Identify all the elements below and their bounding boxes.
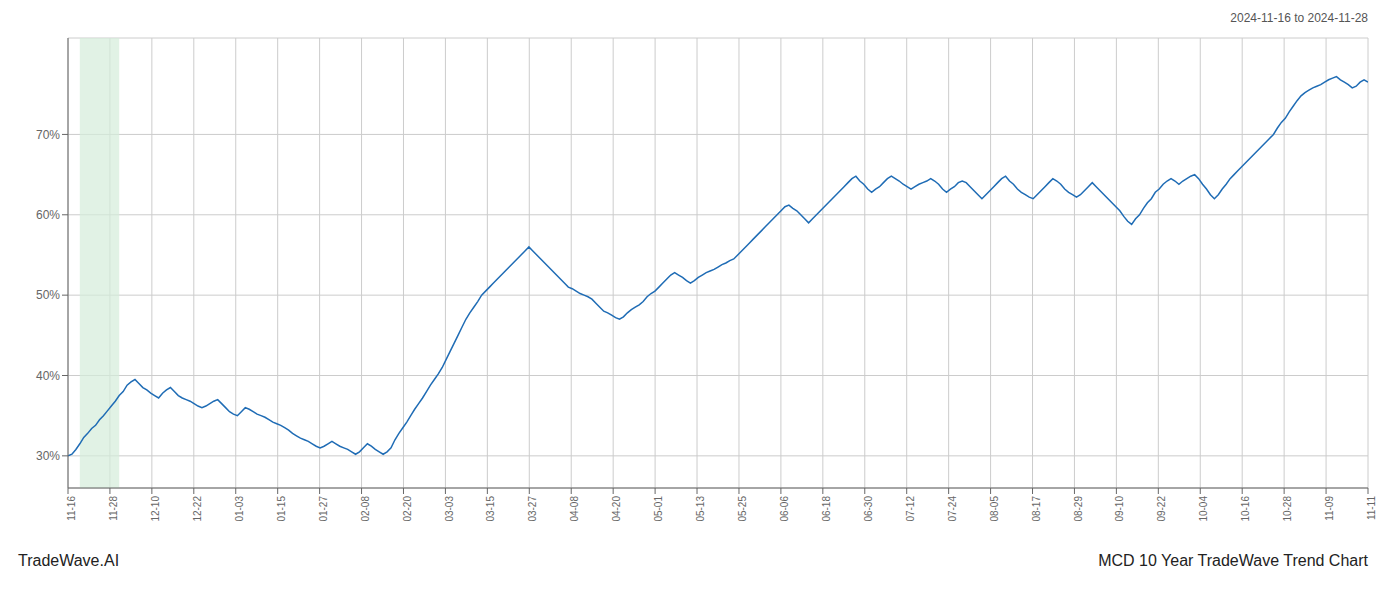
svg-text:04-08: 04-08 [569, 496, 580, 522]
svg-text:05-13: 05-13 [695, 496, 706, 522]
svg-text:40%: 40% [36, 369, 60, 383]
svg-text:04-20: 04-20 [611, 496, 622, 522]
svg-text:07-12: 07-12 [905, 496, 916, 522]
html-text:2024-11-16 to 2024-11-28: 2024-11-16 to 2024-11-28 [1230, 11, 1368, 25]
svg-text:60%: 60% [36, 208, 60, 222]
svg-text:11-11: 11-11 [1366, 496, 1377, 521]
svg-text:03-03: 03-03 [444, 496, 455, 522]
svg-text:12-22: 12-22 [192, 496, 203, 522]
svg-text:03-15: 03-15 [485, 496, 496, 522]
svg-text:10-04: 10-04 [1198, 496, 1209, 522]
svg-text:11-09: 11-09 [1324, 496, 1335, 521]
html-text:MCD 10 Year TradeWave Trend Ch: MCD 10 Year TradeWave Trend Chart [1098, 552, 1368, 569]
svg-text:08-05: 08-05 [989, 496, 1000, 522]
svg-text:01-03: 01-03 [234, 496, 245, 522]
svg-text:06-06: 06-06 [779, 496, 790, 522]
svg-text:12-10: 12-10 [150, 496, 161, 522]
svg-text:02-08: 02-08 [360, 496, 371, 522]
svg-text:02-20: 02-20 [402, 496, 413, 522]
svg-text:09-10: 09-10 [1114, 496, 1125, 522]
svg-text:06-18: 06-18 [821, 496, 832, 522]
svg-text:03-27: 03-27 [527, 496, 538, 522]
svg-text:05-25: 05-25 [737, 496, 748, 522]
html-text:TradeWave.AI: TradeWave.AI [18, 552, 120, 569]
svg-text:10-28: 10-28 [1282, 496, 1293, 522]
svg-text:06-30: 06-30 [863, 496, 874, 522]
svg-text:08-17: 08-17 [1031, 496, 1042, 522]
svg-text:30%: 30% [36, 449, 60, 463]
svg-text:11-28: 11-28 [108, 496, 119, 521]
svg-text:08-29: 08-29 [1073, 496, 1084, 522]
svg-text:70%: 70% [36, 128, 60, 142]
svg-text:09-22: 09-22 [1156, 496, 1167, 522]
svg-text:11-16: 11-16 [66, 496, 77, 521]
svg-text:01-27: 01-27 [318, 496, 329, 522]
svg-text:07-24: 07-24 [947, 496, 958, 522]
svg-text:50%: 50% [36, 288, 60, 302]
svg-text:01-15: 01-15 [276, 496, 287, 522]
svg-text:05-01: 05-01 [653, 496, 664, 522]
svg-text:10-16: 10-16 [1240, 496, 1251, 522]
